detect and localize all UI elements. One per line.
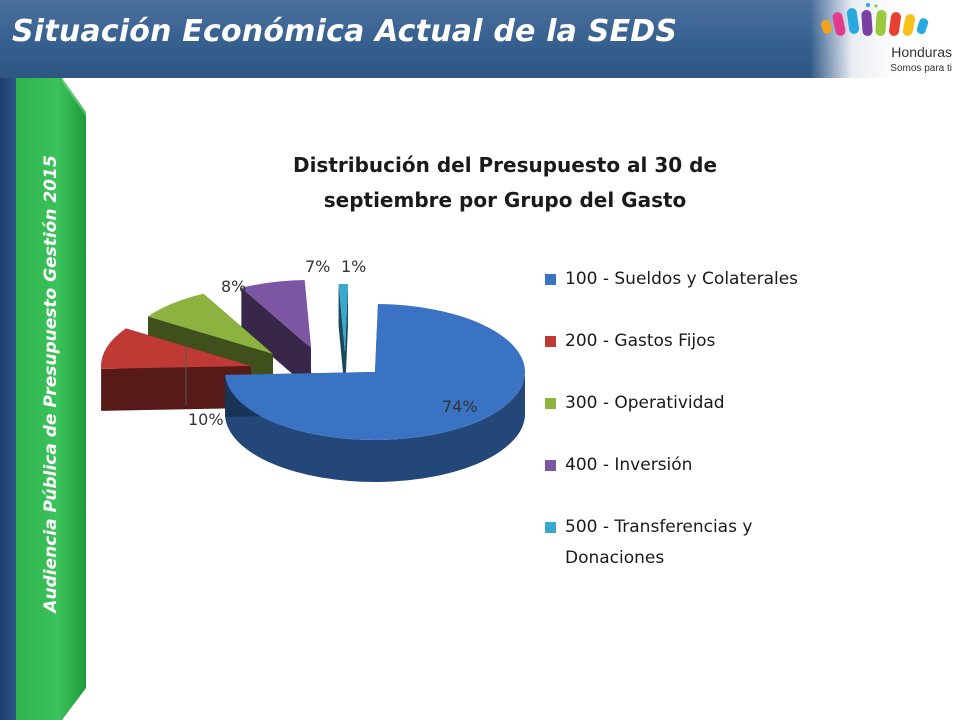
legend-swatch-3 <box>545 398 556 409</box>
pie-slices <box>100 280 525 482</box>
pie-slice-1-side <box>225 372 525 482</box>
pie-slice-5-wall-2 <box>345 284 348 394</box>
legend-label-5-line-1: 500 - Transferencias y <box>565 517 753 537</box>
pie-slice-4-wall-1 <box>241 287 311 390</box>
data-label-1: 74% <box>442 397 478 416</box>
legend-swatch-4 <box>545 460 556 471</box>
pie-slice-3-top <box>147 293 273 354</box>
legend-item-4: 400 - Inversión <box>545 450 845 481</box>
brand-tagline: Somos para ti <box>890 63 952 74</box>
pie-slice-2-top <box>100 328 251 369</box>
pie-data-labels: 74% 10% 8% 7% 1% <box>188 257 478 429</box>
chart-title: Distribución del Presupuesto al 30 de se… <box>260 148 750 218</box>
legend-item-1: 100 - Sueldos y Colaterales <box>545 264 845 295</box>
pie-slice-1 <box>225 304 525 482</box>
pie-slice-4 <box>241 280 311 390</box>
left-green-banner <box>16 78 86 720</box>
legend-swatch-2 <box>545 336 556 347</box>
header-bar: Situación Económica Actual de la SEDS Ho… <box>0 0 960 78</box>
legend-label-3-line-1: 300 - Operatividad <box>565 393 725 413</box>
data-label-2: 10% <box>188 410 224 429</box>
legend-item-3: 300 - Operatividad <box>545 388 845 419</box>
legend-item-5: 500 - Transferencias y Donaciones <box>545 512 845 574</box>
data-label-4: 7% <box>305 257 330 276</box>
pie-slice-4-top <box>241 280 311 348</box>
legend-label-5-line-2: Donaciones <box>565 548 665 568</box>
pie-slice-2 <box>100 328 251 411</box>
pie-slice-5 <box>338 284 348 394</box>
data-label-3: 8% <box>221 277 246 296</box>
legend-item-2: 200 - Gastos Fijos <box>545 326 845 357</box>
data-label-5: 1% <box>341 257 366 276</box>
chart-title-line-2: septiembre por Grupo del Gasto <box>323 188 687 212</box>
pie-slice-5-wall-1 <box>338 284 345 394</box>
chart-legend: 100 - Sueldos y Colaterales 200 - Gastos … <box>545 264 845 574</box>
chart-title-line-1: Distribución del Presupuesto al 30 de <box>292 153 718 177</box>
brand-box: Honduras Somos para ti <box>810 0 960 78</box>
honduras-logo-icon <box>821 3 929 36</box>
legend-label-1-line-1: 100 - Sueldos y Colaterales <box>565 269 799 289</box>
pie-slice-5-top <box>338 284 348 352</box>
legend-swatch-5 <box>545 522 556 533</box>
brand-name: Honduras <box>891 44 952 60</box>
legend-label-2-line-1: 200 - Gastos Fijos <box>565 331 716 351</box>
left-dark-strip <box>0 78 16 720</box>
legend-label-4-line-1: 400 - Inversión <box>565 455 693 475</box>
legend-swatch-1 <box>545 274 556 285</box>
page-title: Situación Económica Actual de la SEDS <box>12 14 678 49</box>
pie-slice-1-top <box>225 304 525 441</box>
